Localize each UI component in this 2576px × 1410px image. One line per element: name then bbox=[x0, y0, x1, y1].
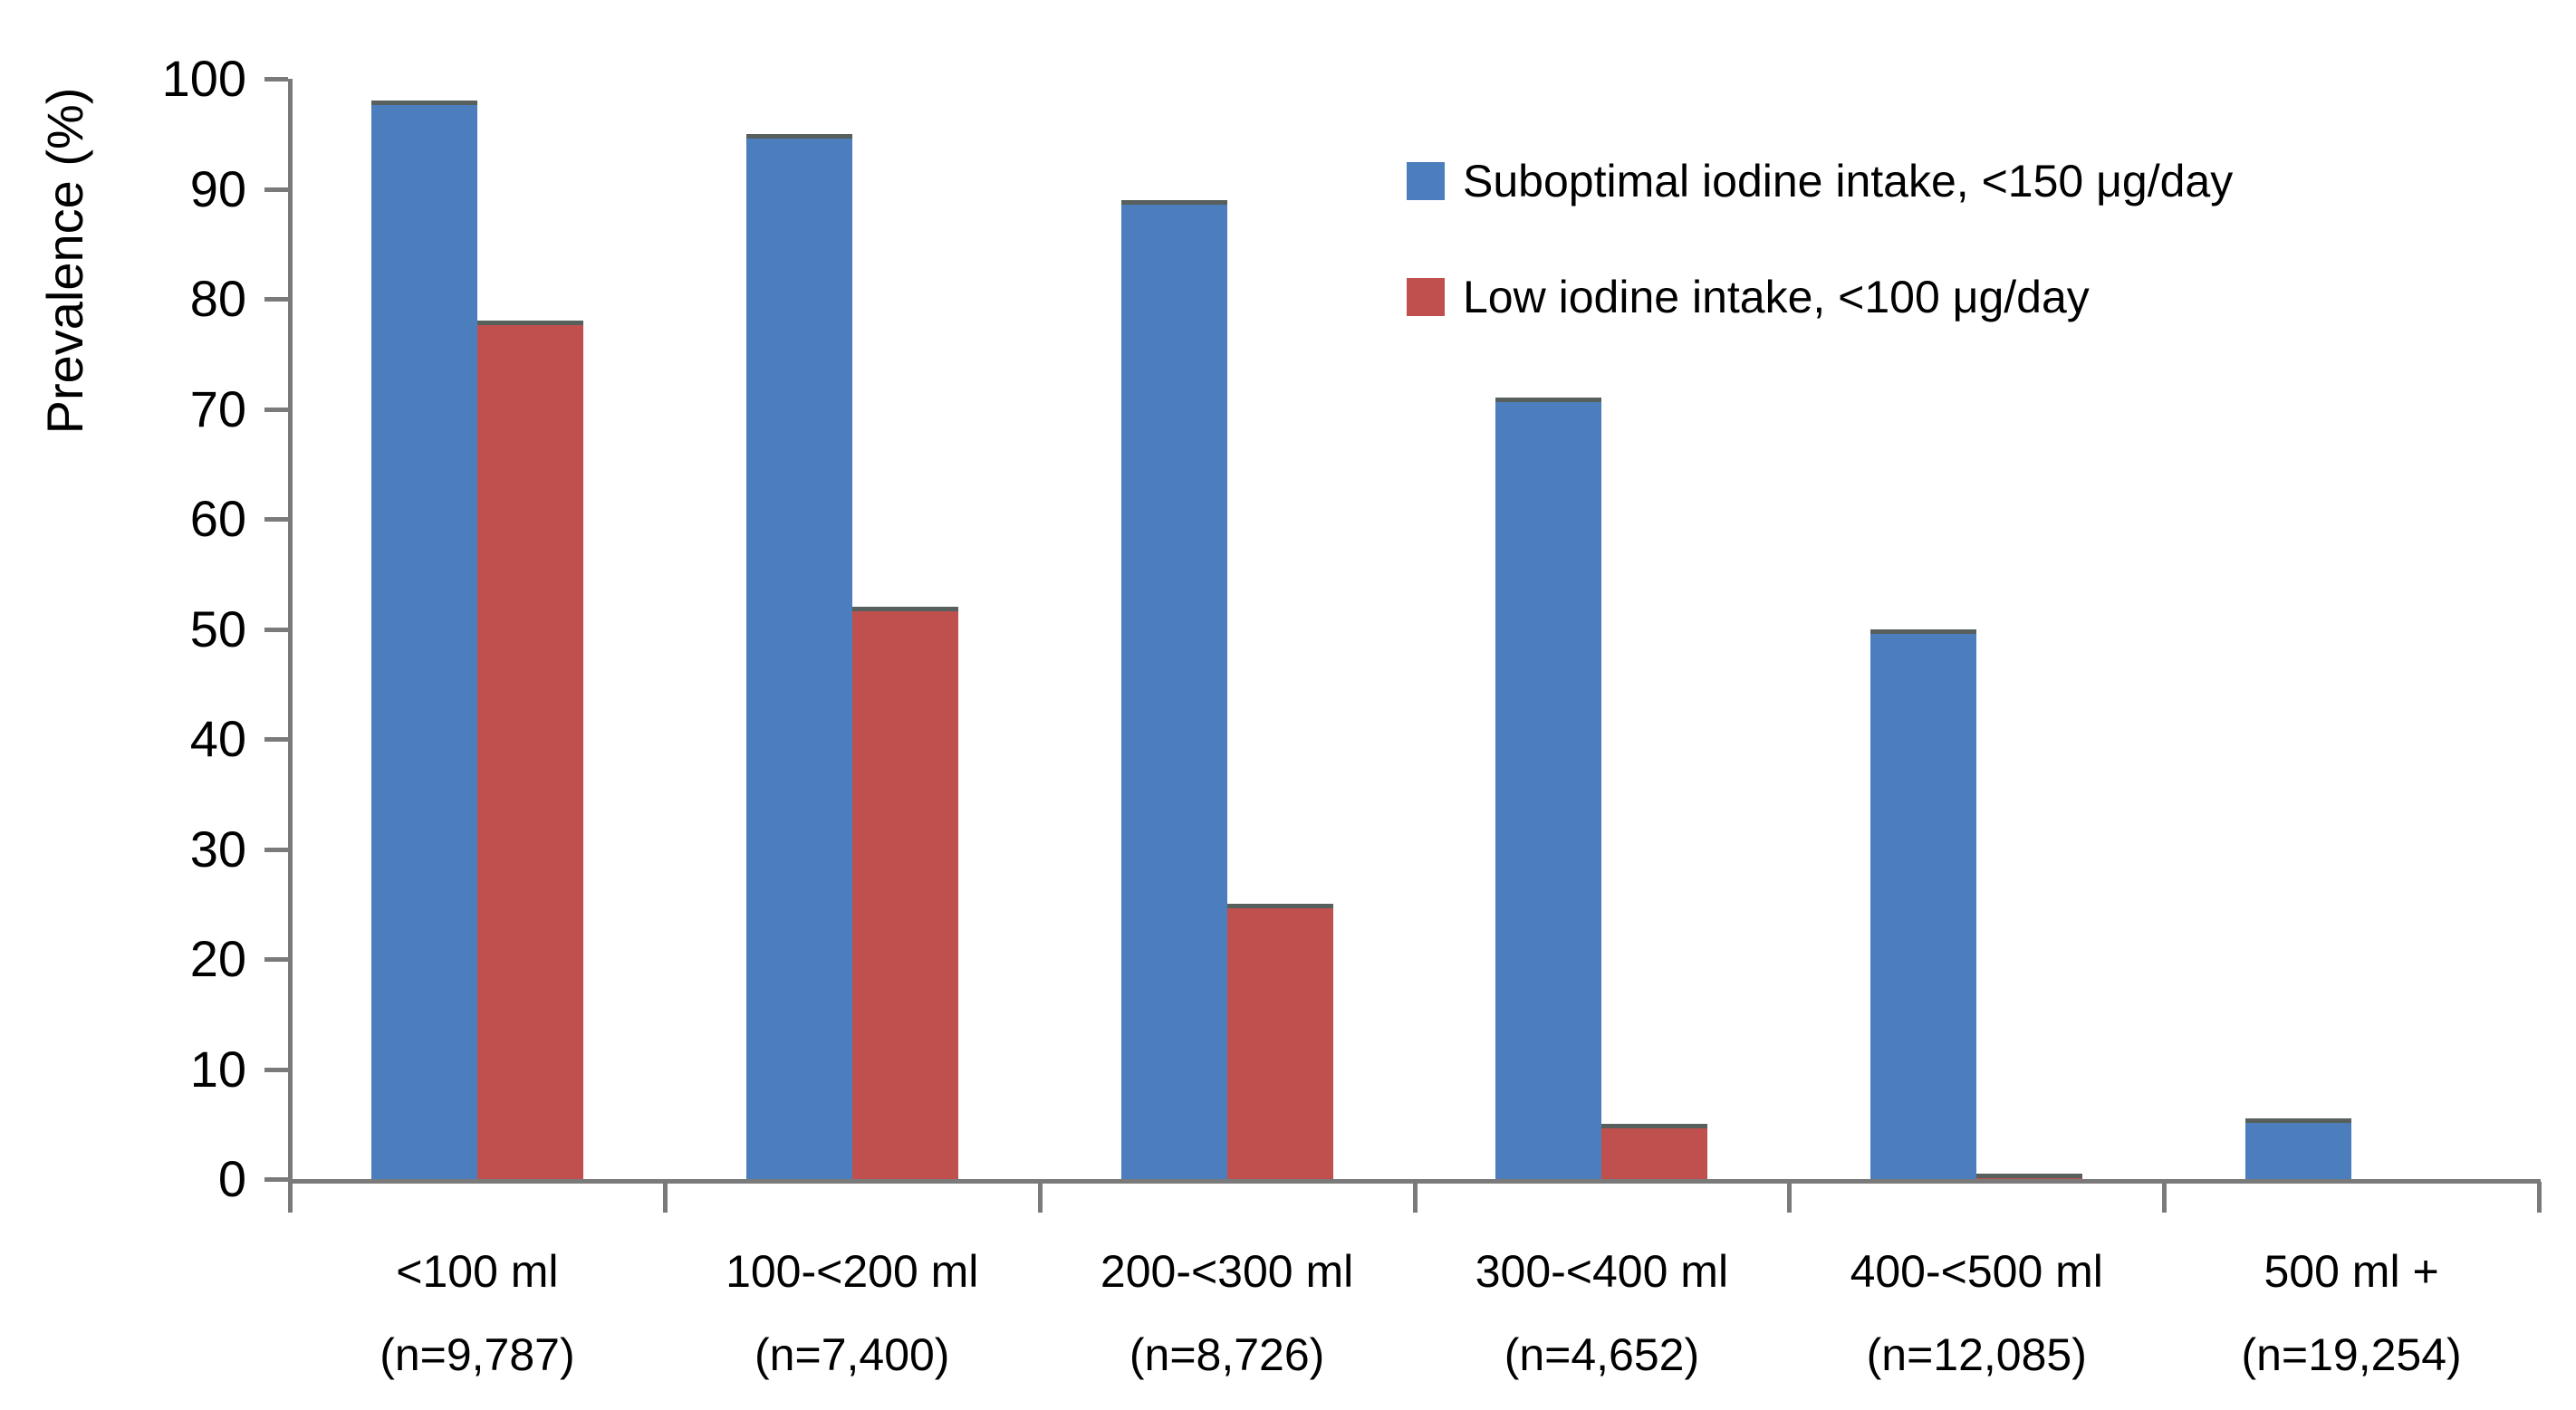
bar-suboptimal-1 bbox=[370, 101, 477, 1179]
bar-low-1 bbox=[476, 321, 583, 1179]
legend-swatch-suboptimal-icon bbox=[1407, 162, 1445, 200]
y-tick-label: 0 bbox=[217, 1150, 246, 1207]
legend-item-suboptimal: Suboptimal iodine intake, <150 μg/day bbox=[1407, 156, 2233, 206]
x-tick-mark bbox=[1787, 1182, 1793, 1213]
y-tick-mark bbox=[264, 847, 288, 852]
y-tick-mark bbox=[264, 957, 288, 962]
bar-suboptimal-4 bbox=[1495, 398, 1602, 1179]
x-category-label: 300-<400 ml (n=4,652) bbox=[1411, 1230, 1792, 1396]
y-tick-label: 80 bbox=[189, 270, 246, 327]
y-tick-label: 20 bbox=[189, 930, 246, 987]
y-tick-mark bbox=[264, 517, 288, 522]
y-tick-mark bbox=[264, 407, 288, 412]
y-tick-mark bbox=[264, 737, 288, 742]
x-tick-mark bbox=[2537, 1182, 2542, 1213]
x-tick-mark bbox=[1037, 1182, 1043, 1213]
x-category-range: <100 ml bbox=[396, 1246, 559, 1297]
x-category-range: 100-<200 ml bbox=[726, 1246, 979, 1297]
y-tick-mark bbox=[264, 187, 288, 192]
y-tick-label: 40 bbox=[189, 710, 246, 767]
bar-low-2 bbox=[851, 607, 958, 1179]
bar-low-4 bbox=[1601, 1124, 1708, 1179]
x-category-label: 200-<300 ml (n=8,726) bbox=[1037, 1230, 1418, 1396]
y-tick-label: 90 bbox=[189, 159, 246, 217]
y-tick-mark bbox=[264, 1067, 288, 1072]
legend-label-low: Low iodine intake, <100 μg/day bbox=[1463, 272, 2090, 322]
x-category-n: (n=4,652) bbox=[1504, 1329, 1700, 1380]
x-category-range: 400-<500 ml bbox=[1850, 1246, 2103, 1297]
x-category-label: 400-<500 ml (n=12,085) bbox=[1786, 1230, 2167, 1396]
y-tick-mark bbox=[264, 627, 288, 632]
y-tick-label: 10 bbox=[189, 1040, 246, 1098]
x-tick-mark bbox=[2162, 1182, 2167, 1213]
y-tick-mark bbox=[264, 297, 288, 302]
x-category-n: (n=19,254) bbox=[2241, 1329, 2462, 1380]
y-tick-label: 50 bbox=[189, 599, 246, 657]
x-category-n: (n=7,400) bbox=[755, 1329, 950, 1380]
x-tick-mark bbox=[1412, 1182, 1418, 1213]
y-tick-mark bbox=[264, 77, 288, 82]
x-category-label: <100 ml (n=9,787) bbox=[287, 1230, 668, 1396]
y-tick-label: 70 bbox=[189, 379, 246, 437]
x-axis-line bbox=[288, 1179, 2541, 1184]
bar-suboptimal-6 bbox=[2245, 1118, 2352, 1179]
legend-swatch-low-icon bbox=[1407, 278, 1445, 316]
x-category-label: 100-<200 ml (n=7,400) bbox=[662, 1230, 1043, 1396]
x-category-range: 200-<300 ml bbox=[1100, 1246, 1354, 1297]
x-category-range: 300-<400 ml bbox=[1475, 1246, 1729, 1297]
bar-suboptimal-5 bbox=[1870, 628, 1977, 1179]
y-tick-mark bbox=[264, 1177, 288, 1182]
legend-item-low: Low iodine intake, <100 μg/day bbox=[1407, 272, 2090, 322]
y-tick-label: 60 bbox=[189, 490, 246, 547]
legend-label-suboptimal: Suboptimal iodine intake, <150 μg/day bbox=[1463, 156, 2234, 206]
x-category-label: 500 ml + (n=19,254) bbox=[2161, 1230, 2542, 1396]
x-category-range: 500 ml + bbox=[2264, 1246, 2439, 1297]
x-category-n: (n=8,726) bbox=[1129, 1329, 1325, 1380]
x-tick-mark bbox=[288, 1182, 293, 1213]
y-axis-line bbox=[288, 79, 293, 1182]
x-category-n: (n=9,787) bbox=[380, 1329, 575, 1380]
bar-suboptimal-2 bbox=[745, 133, 852, 1179]
bar-low-3 bbox=[1226, 904, 1333, 1179]
x-tick-mark bbox=[662, 1182, 668, 1213]
y-tick-label: 30 bbox=[189, 820, 246, 878]
y-tick-label: 100 bbox=[161, 50, 246, 107]
x-category-n: (n=12,085) bbox=[1866, 1329, 2087, 1380]
bar-suboptimal-3 bbox=[1120, 199, 1227, 1179]
bar-low-5 bbox=[1976, 1173, 2083, 1179]
